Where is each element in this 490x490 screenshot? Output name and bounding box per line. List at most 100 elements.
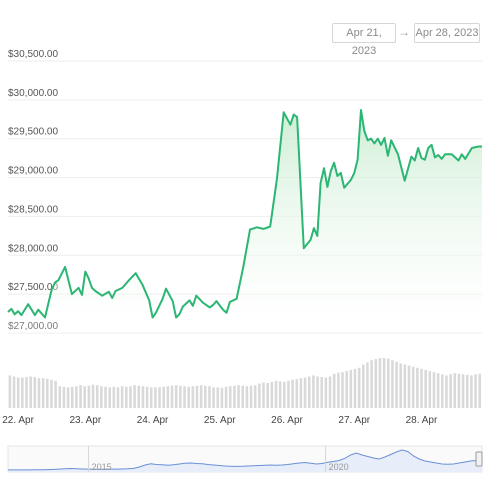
volume-bar (441, 374, 444, 408)
volume-bar (399, 363, 402, 408)
x-axis-labels: 22. Apr 23. Apr 24. Apr 25. Apr 26. Apr 27. A… (2, 415, 438, 426)
volume-bar (183, 386, 186, 408)
volume-bar (474, 374, 477, 408)
volume-bar (395, 361, 398, 408)
volume-bar (357, 367, 361, 408)
volume-bar (420, 368, 423, 408)
volume-bar (95, 385, 99, 408)
volume-bar (133, 385, 136, 408)
volume-bar (370, 360, 373, 408)
volume-bar (62, 386, 66, 408)
volume-bar (283, 381, 286, 408)
volume-bar (391, 360, 394, 408)
x-tick-label: 25. Apr (204, 415, 236, 426)
y-tick-label: $30,000.00 (8, 88, 58, 99)
volume-bar (249, 385, 253, 408)
volume-bar (228, 386, 232, 408)
volume-bar (137, 385, 141, 408)
volume-bar (129, 386, 132, 408)
x-tick-label: 26. Apr (271, 415, 303, 426)
volume-bar (453, 373, 457, 408)
volume-bar (208, 386, 211, 408)
volume-bar (116, 387, 120, 408)
volume-bar (320, 377, 323, 408)
volume-bar (299, 378, 303, 408)
volume-bar (266, 383, 269, 408)
volume-bar (108, 387, 111, 408)
price-line (7, 109, 482, 319)
volume-bar (191, 386, 195, 408)
volume-bar (199, 385, 203, 408)
volume-bar (100, 386, 103, 408)
volume-bar (366, 362, 369, 408)
volume-bar (224, 386, 228, 408)
volume-bar (258, 383, 261, 408)
volume-bar (445, 375, 448, 408)
volume-bar (187, 386, 190, 408)
volume-bar (457, 373, 461, 408)
volume-bar (46, 378, 49, 408)
volume-bar (166, 386, 170, 408)
volume-bar (241, 385, 244, 408)
volume-bar (245, 386, 249, 408)
volume-bar (233, 385, 236, 408)
volume-bar (253, 385, 257, 408)
x-tick-label: 27. Apr (338, 415, 370, 426)
volume-bar (195, 385, 199, 408)
volume-bar (424, 369, 427, 408)
y-tick-label: $29,500.00 (8, 127, 58, 138)
range-start-input[interactable]: Apr 21, 2023 (332, 23, 396, 57)
range-arrow-icon: → (398, 25, 410, 39)
volume-bar (287, 380, 290, 408)
volume-bar (470, 375, 473, 408)
price-area-fill (8, 110, 482, 333)
volume-bar (41, 378, 45, 408)
volume-bar (91, 384, 95, 408)
x-tick-label: 24. Apr (137, 415, 169, 426)
volume-bar (112, 386, 116, 408)
range-end-input[interactable]: Apr 28, 2023 (414, 23, 480, 43)
volume-bar (432, 372, 436, 408)
volume-bar (324, 377, 328, 408)
navigator-handle[interactable] (475, 451, 483, 467)
volume-bar (382, 358, 386, 408)
volume-bar (403, 364, 407, 408)
volume-bar (170, 385, 174, 408)
volume-bar (386, 358, 390, 408)
volume-bar (125, 386, 128, 408)
volume-bar (407, 365, 411, 408)
volume-bar (465, 374, 469, 408)
volume-bar (353, 368, 357, 408)
volume-bar (145, 386, 149, 408)
volume-bar (411, 366, 415, 408)
volume-bar (349, 369, 353, 408)
volume-bar (362, 364, 365, 408)
volume-bar (461, 374, 465, 408)
price-area (7, 109, 482, 333)
volume-bar (374, 359, 378, 408)
volume-bar (8, 375, 12, 408)
y-tick-label: $29,000.00 (8, 166, 58, 177)
volume-bar (216, 387, 220, 408)
x-tick-label: 23. Apr (69, 415, 101, 426)
volume-bar (312, 375, 315, 408)
volume-bar (237, 385, 240, 408)
volume-bar (58, 386, 62, 408)
volume-bar (332, 373, 336, 408)
volume-bar (179, 385, 182, 408)
volume-bar (50, 379, 53, 408)
volume-bar (291, 379, 294, 408)
volume-bar (141, 386, 145, 408)
volume-bar (274, 380, 278, 408)
volume-bar (341, 372, 344, 408)
volume-bar (303, 377, 307, 408)
x-tick-label: 22. Apr (2, 415, 34, 426)
volume-bar (16, 377, 20, 408)
volume-bar (478, 373, 481, 408)
volume-bar (83, 386, 86, 408)
volume-bar (158, 387, 161, 408)
navigator-line (8, 449, 483, 471)
volume-bar (262, 382, 265, 408)
volume-bar (21, 377, 24, 408)
